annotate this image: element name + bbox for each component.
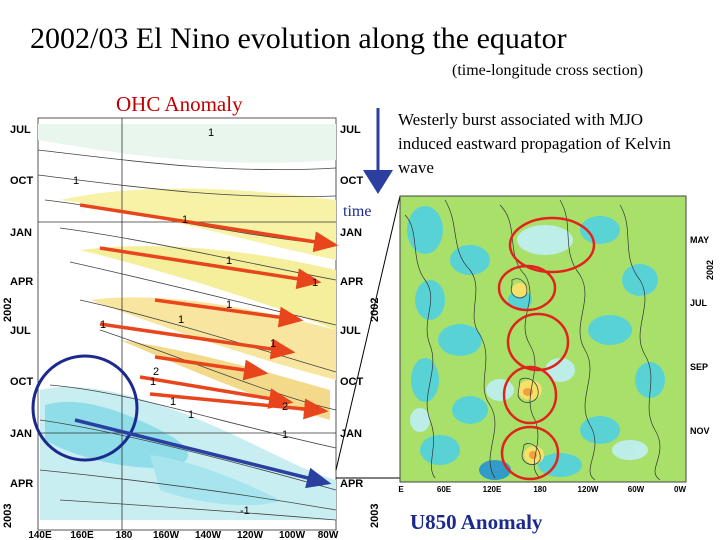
x-tick-label: 160E bbox=[70, 530, 94, 540]
month-label: MAY bbox=[690, 235, 709, 245]
red-arrow-3 bbox=[154, 298, 304, 328]
contour-label: 1 bbox=[150, 376, 156, 388]
red-circle-3 bbox=[506, 312, 570, 372]
month-label: JUL bbox=[10, 325, 31, 337]
x-tick-label: 160W bbox=[153, 530, 180, 540]
red-circle-2 bbox=[497, 264, 557, 312]
blue-circle bbox=[31, 354, 139, 462]
month-label: JAN bbox=[340, 227, 362, 239]
u850-warm-blobs bbox=[512, 283, 544, 464]
x-tick-label: 80W bbox=[318, 530, 339, 540]
month-label: JUL bbox=[10, 124, 31, 136]
page-subtitle: (time-longitude cross section) bbox=[452, 62, 644, 79]
month-label: APR bbox=[340, 276, 363, 288]
month-label: NOV bbox=[690, 426, 710, 436]
u850-x-tick-labels: E 60E 120E 180 120W 60W 0W bbox=[398, 485, 686, 494]
year-label: 2002 bbox=[2, 298, 14, 322]
month-label: OCT bbox=[10, 376, 34, 388]
caption-text: Westerly burst associated with MJO induc… bbox=[398, 110, 671, 177]
u850-cyan-blobs bbox=[407, 206, 665, 480]
year-label: 2003 bbox=[369, 504, 381, 528]
contour-label: 2 bbox=[153, 366, 159, 378]
x-tick-label: 60W bbox=[628, 485, 645, 494]
ohc-shade-cold-2 bbox=[150, 455, 280, 506]
u850-anomaly-label: U850 Anomaly bbox=[410, 510, 543, 534]
contour-label: 2 bbox=[282, 401, 288, 413]
contour-label: 1 bbox=[270, 338, 276, 350]
x-tick-label: 0W bbox=[674, 485, 686, 494]
x-tick-label: 120E bbox=[483, 485, 502, 494]
contour-label: 1 bbox=[182, 214, 188, 226]
red-arrow-7 bbox=[149, 392, 329, 420]
x-tick-label: 180 bbox=[116, 530, 133, 540]
contour-label: 1 bbox=[188, 409, 194, 421]
month-label: OCT bbox=[340, 376, 364, 388]
month-label: JUL bbox=[690, 298, 708, 308]
red-arrow-6 bbox=[139, 375, 294, 409]
contour-label: 1 bbox=[226, 299, 232, 311]
month-label: APR bbox=[340, 478, 363, 490]
blue-arrow bbox=[74, 418, 332, 489]
month-label: JAN bbox=[10, 227, 32, 239]
u850-month-labels: MAY JUL SEP NOV bbox=[690, 235, 710, 436]
ohc-anomaly-label: OHC Anomaly bbox=[116, 92, 243, 116]
year-label: 2002 bbox=[705, 260, 715, 280]
ohc-x-tick-labels: 140E 160E 180 160W 140W 120W 100W 80W bbox=[28, 530, 339, 540]
month-label: OCT bbox=[10, 175, 34, 187]
ohc-shade-cold-core bbox=[45, 401, 189, 469]
x-tick-label: 100W bbox=[279, 530, 306, 540]
x-tick-label: 180 bbox=[533, 485, 547, 494]
red-arrow-5 bbox=[154, 355, 269, 381]
ohc-shade-cool-top bbox=[38, 124, 336, 163]
u850-lightcyan-blobs bbox=[410, 225, 648, 460]
u850-contours bbox=[404, 199, 661, 481]
contour-label: 1 bbox=[282, 429, 288, 441]
month-label: APR bbox=[10, 276, 33, 288]
ohc-right-month-labels: JUL OCT JAN APR JUL OCT JAN APR bbox=[340, 124, 364, 490]
red-circle-1 bbox=[508, 216, 596, 274]
contour-label: -1 bbox=[240, 505, 250, 517]
contour-label: 1 bbox=[73, 175, 79, 187]
contour-label: 1 bbox=[178, 314, 184, 326]
contour-label: 1 bbox=[226, 255, 232, 267]
month-label: APR bbox=[10, 478, 33, 490]
red-arrow-2 bbox=[99, 246, 322, 290]
ohc-left-month-labels: JUL OCT JAN APR JUL OCT JAN APR bbox=[10, 124, 34, 490]
month-label: OCT bbox=[340, 175, 364, 187]
year-label: 2003 bbox=[2, 504, 14, 528]
x-tick-label: E bbox=[398, 485, 404, 494]
red-circle-4 bbox=[502, 365, 558, 425]
contour-label: 1 bbox=[170, 396, 176, 408]
ohc-contour-labels: 1 1 1 1 1 1 1 1 1 1 2 1 1 2 1 -1 bbox=[73, 127, 318, 517]
connector-top bbox=[335, 195, 401, 471]
x-tick-label: 140W bbox=[195, 530, 222, 540]
x-tick-label: 120W bbox=[237, 530, 264, 540]
ohc-red-arrows bbox=[79, 203, 339, 420]
u850-panel: MAY JUL SEP NOV 2002 E 60E 120E 180 120W… bbox=[398, 195, 715, 494]
time-label: time bbox=[343, 203, 372, 220]
month-label: JUL bbox=[340, 325, 361, 337]
red-arrow-1 bbox=[79, 203, 339, 253]
x-tick-label: 60E bbox=[437, 485, 452, 494]
contour-label: 1 bbox=[312, 277, 318, 289]
x-tick-label: 140E bbox=[28, 530, 52, 540]
page-title: 2002/03 El Nino evolution along the equa… bbox=[30, 22, 567, 55]
contour-label: 1 bbox=[100, 319, 106, 331]
red-arrow-4 bbox=[99, 322, 296, 360]
ohc-panel: 1 1 1 1 1 1 1 1 1 1 2 1 1 2 1 -1 JUL OCT… bbox=[2, 117, 381, 540]
month-label: JAN bbox=[10, 428, 32, 440]
u850-red-circles bbox=[497, 216, 596, 481]
month-label: JUL bbox=[340, 124, 361, 136]
contour-label: 1 bbox=[208, 127, 214, 139]
x-tick-label: 120W bbox=[578, 485, 599, 494]
month-label: SEP bbox=[690, 362, 708, 372]
red-circle-5 bbox=[500, 425, 560, 481]
